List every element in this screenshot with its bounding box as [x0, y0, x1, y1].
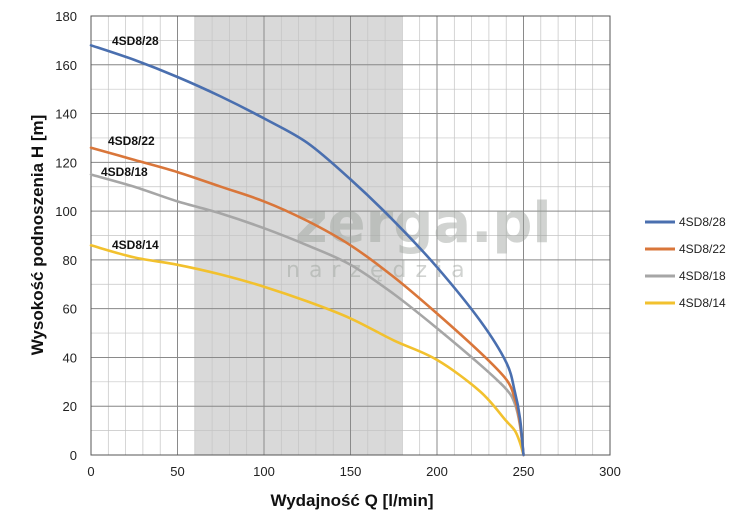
- legend-label: 4SD8/14: [679, 296, 726, 310]
- x-tick-label: 0: [87, 464, 94, 479]
- y-tick-label: 0: [70, 448, 77, 463]
- y-tick-label: 80: [63, 253, 77, 268]
- y-tick-label: 20: [63, 399, 77, 414]
- watermark-tagline: narzędzia: [286, 258, 474, 283]
- legend-label: 4SD8/18: [679, 269, 726, 283]
- x-tick-label: 50: [170, 464, 184, 479]
- watermark: zerga.pl narzędzia: [286, 191, 552, 283]
- series-line-4sd8-28: [89, 44, 525, 457]
- series-line-4sd8-22: [89, 146, 525, 457]
- watermark-brand: zerga.pl: [295, 191, 552, 256]
- y-tick-label: 100: [55, 204, 77, 219]
- y-tick-labels: 0 20 40 60 80 100 120 140 160 180: [55, 9, 77, 463]
- legend-label: 4SD8/22: [679, 242, 726, 256]
- series-line-4sd8-18: [89, 173, 525, 457]
- x-axis-title: Wydajność Q [l/min]: [270, 491, 433, 510]
- legend: 4SD8/28 4SD8/22 4SD8/18 4SD8/14: [645, 215, 726, 310]
- x-tick-labels: 0 50 100 150 200 250 300: [87, 464, 620, 479]
- y-tick-label: 120: [55, 155, 77, 170]
- x-tick-label: 150: [340, 464, 362, 479]
- legend-label: 4SD8/28: [679, 215, 726, 229]
- curve-label-4sd8-22: 4SD8/22: [108, 134, 155, 148]
- y-tick-label: 140: [55, 107, 77, 122]
- x-tick-label: 100: [253, 464, 275, 479]
- y-tick-label: 160: [55, 58, 77, 73]
- curve-label-4sd8-18: 4SD8/18: [101, 165, 148, 179]
- x-tick-label: 200: [426, 464, 448, 479]
- y-tick-label: 40: [63, 350, 77, 365]
- curve-label-4sd8-28: 4SD8/28: [112, 34, 159, 48]
- curve-label-4sd8-14: 4SD8/14: [112, 238, 159, 252]
- series-lines: [89, 44, 525, 457]
- x-tick-label: 250: [513, 464, 535, 479]
- y-tick-label: 60: [63, 302, 77, 317]
- x-tick-label: 300: [599, 464, 621, 479]
- series-line-4sd8-14: [89, 244, 525, 457]
- y-tick-label: 180: [55, 9, 77, 24]
- y-axis-title: Wysokość podnoszenia H [m]: [28, 115, 47, 356]
- plot-border: [90, 15, 611, 456]
